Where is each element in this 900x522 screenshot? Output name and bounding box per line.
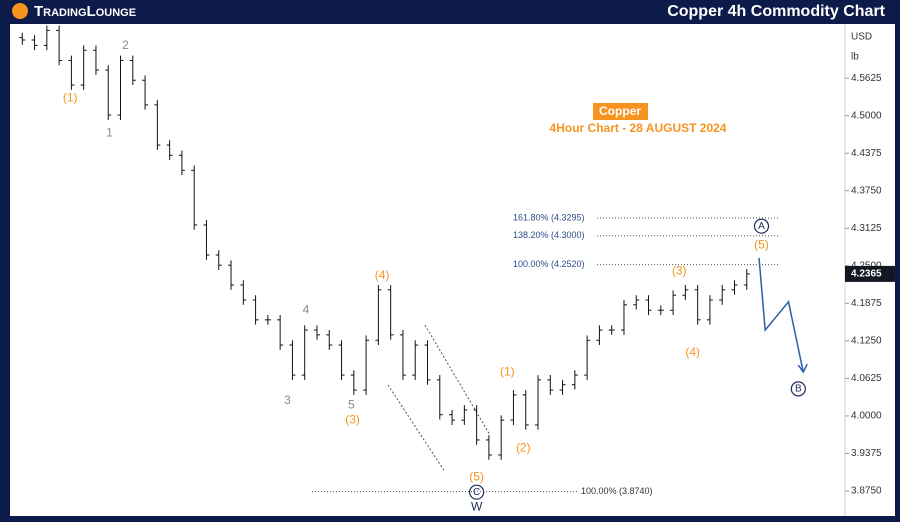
wave-label: (4) [685,345,700,359]
logo: TradingLounge [34,3,136,20]
chart-subtitle: 4Hour Chart - 28 AUGUST 2024 [550,121,727,135]
title-box [593,103,648,120]
y-tick-label: 4.1875 [851,298,882,309]
y-tick-label: 4.1250 [851,335,882,346]
wave-label: (2) [516,441,531,455]
wave-label: (1) [500,364,515,378]
wave-label: 5 [348,397,355,411]
wave-label: C [473,487,480,498]
channel-line [387,384,446,473]
wave-label: 3 [284,393,291,407]
y-tick-label: 4.5000 [851,110,882,121]
wave-label: (3) [345,412,360,426]
wave-label: (5) [754,238,769,252]
y-tick-label: 4.3750 [851,185,882,196]
wave-label: (3) [672,263,687,277]
wave-circle [790,381,806,397]
y-tick-label: 3.8750 [851,486,882,497]
wave-label: 4 [303,302,310,316]
fib-label: 161.80% (4.3295) [513,212,585,222]
wave-circle [469,484,485,500]
chart-title: Copper [599,104,641,118]
channel-line [424,324,491,436]
wave-circle [753,218,770,234]
last-price-label: 4.2365 [851,269,882,280]
y-tick-label: 3.9375 [851,448,882,459]
wave-label: W [471,499,483,513]
currency[interactable]: USD [851,32,872,43]
unit: lb [851,52,859,63]
fib-label: 100.00% (3.8740) [581,486,653,496]
projection-arrow [797,363,808,374]
y-tick-label: 4.5625 [851,73,882,84]
wave-label: B [795,384,802,395]
y-tick-label: 4.4375 [851,148,882,159]
wave-label: (5) [469,469,484,483]
wave-label: 1 [106,125,113,139]
logo-icon [12,3,28,19]
wave-label: 2 [122,38,129,52]
fib-label: 138.20% (4.3000) [513,230,585,240]
y-tick-label: 4.0625 [851,373,882,384]
header-title: Copper 4h Commodity Chart [667,3,885,20]
wave-label: (1) [63,90,78,104]
wave-label: A [758,221,765,232]
plot-area [10,24,895,516]
projection-path [758,257,804,373]
wave-label: (4) [375,268,390,282]
fib-label: 100.00% (4.2520) [513,259,585,269]
last-price-box [845,265,895,282]
y-tick-label: 4.0000 [851,411,882,422]
y-tick-label: 4.3125 [851,223,882,234]
